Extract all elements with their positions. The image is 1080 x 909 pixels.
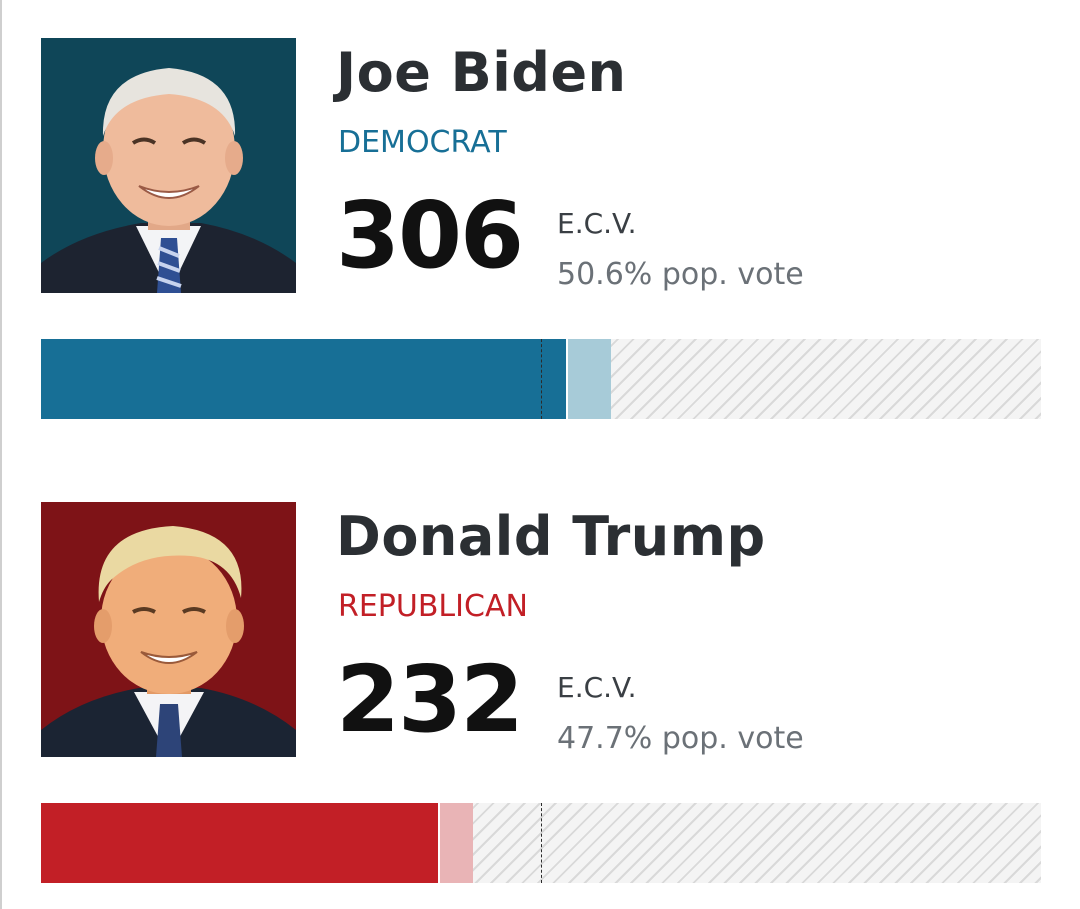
majority-threshold-marker bbox=[541, 339, 542, 419]
electoral-votes-label: E.C.V. bbox=[557, 671, 637, 704]
left-divider bbox=[0, 0, 2, 909]
electoral-vote-bar-lean bbox=[566, 339, 611, 419]
electoral-vote-bar bbox=[41, 339, 1041, 419]
electoral-vote-bar-lean bbox=[438, 803, 473, 883]
candidate-card-trump: Donald Trump REPUBLICAN 232 E.C.V. 47.7%… bbox=[0, 464, 1080, 883]
candidate-portrait-trump bbox=[41, 502, 296, 757]
candidate-name: Joe Biden bbox=[336, 41, 627, 104]
candidate-party: DEMOCRAT bbox=[338, 125, 507, 160]
candidate-name: Donald Trump bbox=[336, 505, 766, 568]
electoral-vote-bar-fill bbox=[41, 339, 566, 419]
candidate-card-biden: Joe Biden DEMOCRAT 306 E.C.V. 50.6% pop.… bbox=[0, 0, 1080, 419]
popular-vote-share: 50.6% pop. vote bbox=[557, 257, 804, 292]
electoral-votes-count: 306 bbox=[336, 182, 524, 289]
majority-threshold-marker bbox=[541, 803, 542, 883]
popular-vote-share: 47.7% pop. vote bbox=[557, 721, 804, 756]
candidate-portrait-biden bbox=[41, 38, 296, 293]
electoral-vote-bar-fill bbox=[41, 803, 438, 883]
electoral-votes-label: E.C.V. bbox=[557, 207, 637, 240]
electoral-vote-bar bbox=[41, 803, 1041, 883]
electoral-votes-count: 232 bbox=[336, 646, 524, 753]
candidate-party: REPUBLICAN bbox=[338, 589, 528, 624]
